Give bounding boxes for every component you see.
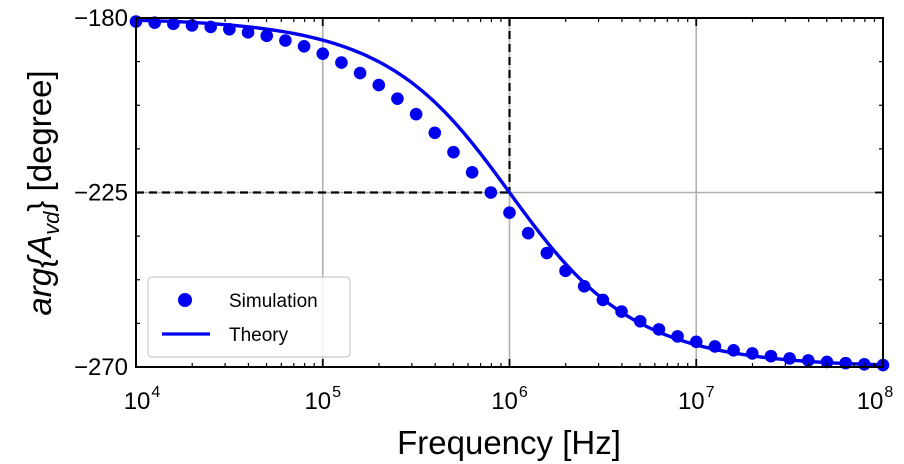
x-tick-label: 105 — [304, 384, 341, 415]
simulation-point — [633, 314, 647, 328]
simulation-point — [577, 280, 591, 293]
simulation-point — [727, 344, 740, 357]
y-tick-label: −225 — [74, 180, 128, 207]
simulation-point — [335, 56, 348, 69]
y-tick-label: −270 — [74, 354, 128, 381]
simulation-point — [652, 323, 666, 336]
simulation-point — [596, 293, 610, 307]
simulation-point — [204, 20, 218, 34]
legend-box — [147, 276, 351, 358]
simulation-point — [559, 264, 572, 278]
simulation-point — [465, 166, 479, 179]
theory-series — [135, 18, 884, 367]
simulation-point — [409, 107, 423, 121]
reference-lines — [136, 18, 511, 194]
x-tick-label: 106 — [491, 384, 528, 415]
x-tick-label: 107 — [678, 384, 715, 415]
x-tick-exponent: 7 — [706, 384, 715, 401]
simulation-point — [783, 352, 796, 365]
x-axis-label: Frequency [Hz] — [397, 424, 621, 461]
simulation-point — [391, 92, 404, 105]
simulation-point — [484, 186, 498, 199]
simulation-point — [428, 126, 442, 140]
simulation-point — [671, 330, 684, 343]
x-tick-label: 104 — [124, 384, 161, 415]
simulation-point — [316, 47, 330, 60]
simulation-point — [260, 29, 274, 43]
simulation-point — [689, 335, 703, 349]
x-tick-base: 10 — [124, 388, 151, 415]
simulation-point — [764, 349, 778, 363]
simulation-point — [279, 34, 292, 47]
simulation-point — [820, 355, 834, 369]
simulation-point — [148, 16, 161, 29]
simulation-point — [185, 19, 199, 32]
y-axis-label-close: } [degree] — [21, 70, 58, 211]
legend-label-theory: Theory — [229, 325, 289, 346]
x-tick-exponent: 8 — [884, 384, 893, 401]
y-axis-label-sub: vd — [39, 211, 64, 235]
x-tick-base: 10 — [857, 388, 884, 415]
simulation-point — [802, 354, 815, 367]
simulation-point — [297, 40, 311, 53]
y-tick-labels: −180 −225 −270 — [74, 5, 128, 381]
theory-line — [135, 18, 884, 367]
simulation-point — [521, 226, 535, 240]
simulation-point — [540, 246, 554, 260]
legend: Simulation Theory — [147, 276, 351, 358]
simulation-point — [447, 145, 460, 159]
tick-marks — [135, 17, 884, 368]
legend-marker-simulation — [178, 293, 192, 307]
simulation-point — [503, 206, 516, 219]
x-tick-base: 10 — [304, 388, 331, 415]
simulation-point — [353, 66, 367, 80]
simulation-point — [241, 26, 255, 39]
simulation-point — [708, 340, 722, 353]
x-tick-labels: 104 105 106 107 108 — [124, 384, 894, 415]
simulation-point — [615, 305, 628, 318]
x-tick-exponent: 4 — [151, 384, 160, 401]
x-tick-base: 10 — [491, 388, 518, 415]
y-axis-label-main: arg{A — [21, 235, 58, 316]
simulation-point — [745, 347, 759, 360]
simulation-point — [167, 17, 180, 31]
x-tick-base: 10 — [678, 388, 705, 415]
simulation-point — [372, 78, 386, 92]
simulation-point — [223, 22, 236, 36]
x-tick-exponent: 6 — [519, 384, 528, 401]
x-tick-exponent: 5 — [332, 384, 341, 401]
legend-label-simulation: Simulation — [229, 291, 318, 312]
y-axis-label: arg{Avd} [degree] — [21, 70, 64, 315]
y-tick-label: −180 — [74, 5, 128, 32]
x-tick-label: 108 — [857, 384, 894, 415]
